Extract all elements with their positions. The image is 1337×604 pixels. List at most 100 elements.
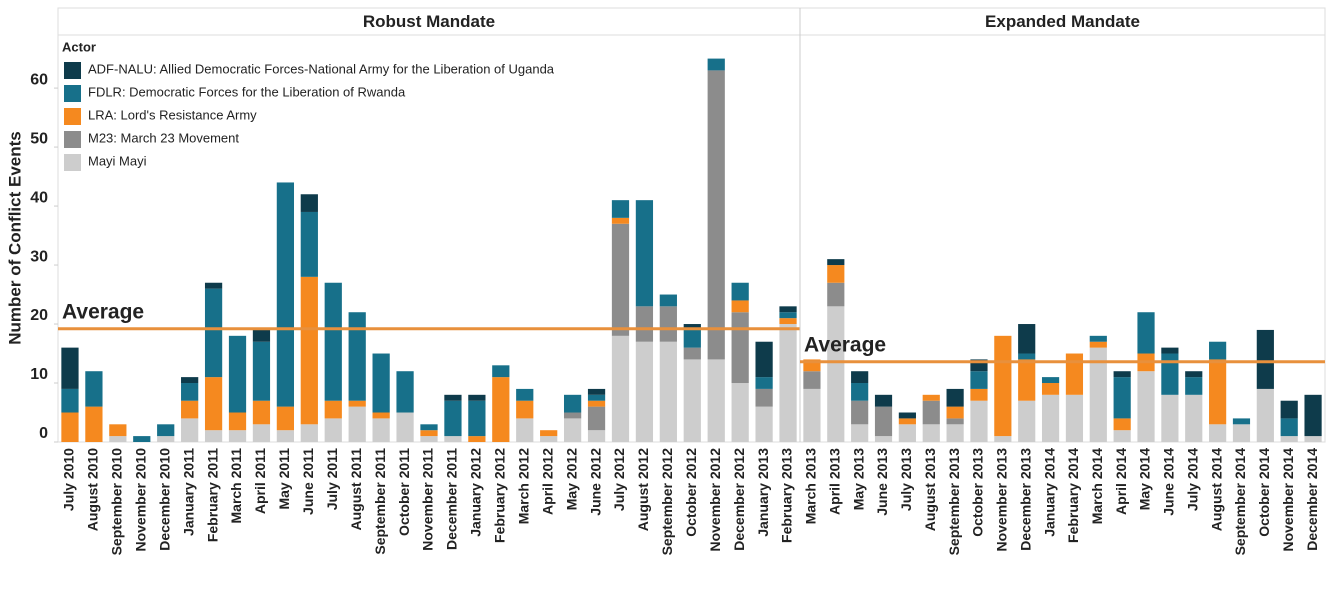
bar-segment (970, 371, 988, 389)
x-tick-label: August 2014 (1208, 448, 1224, 531)
bar-segment (228, 335, 247, 413)
x-tick-label: February 2011 (204, 448, 220, 542)
x-tick-label: October 2014 (1256, 448, 1272, 537)
bar-segment (1280, 436, 1298, 442)
bar-segment (827, 259, 845, 266)
x-tick-label: March 2014 (1089, 448, 1105, 524)
bar-segment (1113, 371, 1131, 378)
x-tick-label: May 2012 (563, 448, 579, 510)
bar-segment (181, 418, 199, 442)
bar-segment (683, 359, 701, 442)
bar-segment (228, 412, 247, 431)
x-tick-label: April 2014 (1113, 448, 1129, 515)
x-tick-label: January 2011 (180, 448, 196, 536)
x-tick-label: July 2010 (61, 448, 77, 511)
bar-segment (1280, 418, 1298, 437)
bar-segment (492, 377, 510, 442)
x-tick-label: November 2011 (420, 448, 436, 551)
x-tick-label: May 2011 (276, 448, 292, 510)
bar-segment (252, 400, 271, 425)
bar-segment (61, 347, 79, 389)
x-tick-label: January 2014 (1041, 448, 1057, 537)
bar-segment (946, 388, 964, 407)
bar-segment (1161, 347, 1179, 354)
bar-segment (372, 412, 390, 419)
x-tick-label: December 2010 (156, 448, 172, 551)
x-tick-label: June 2014 (1161, 448, 1177, 516)
bar-segment (946, 406, 964, 419)
bar-segment (1113, 418, 1131, 431)
bar-segment (587, 400, 606, 407)
bar-segment (731, 383, 749, 442)
x-tick-label: October 2012 (683, 448, 699, 537)
x-tick-label: December 2012 (731, 448, 747, 551)
bar-segment (1185, 377, 1203, 395)
bar-segment (348, 312, 366, 401)
bar-segment (755, 341, 773, 378)
bar-segment (1041, 383, 1060, 395)
bar-segment (181, 400, 199, 419)
x-tick-label: July 2012 (611, 448, 627, 511)
bar-segment (587, 388, 606, 395)
bar-segment (946, 424, 964, 442)
bar-segment (851, 400, 869, 425)
bar-segment (420, 424, 438, 431)
bar-segment (420, 436, 438, 442)
bar-segment (611, 217, 630, 224)
bar-segment (587, 406, 606, 431)
x-tick-label: December 2013 (1017, 448, 1033, 551)
bar-segment (468, 400, 486, 437)
bar-segment (635, 306, 654, 342)
bar-segment (1089, 335, 1107, 342)
legend-swatch (64, 154, 81, 171)
bar-segment (827, 306, 845, 442)
x-tick-label: June 2013 (874, 448, 890, 516)
bar-segment (779, 318, 797, 325)
bar-segment (1256, 329, 1274, 389)
average-label: Average (62, 300, 144, 323)
bar-segment (922, 424, 940, 442)
bar-segment (516, 400, 534, 419)
bar-segment (1018, 400, 1036, 442)
bar-segment (157, 436, 175, 442)
x-tick-label: February 2013 (779, 448, 795, 543)
average-label: Average (804, 333, 886, 356)
bar-segment (683, 347, 701, 360)
x-tick-label: April 2013 (826, 448, 842, 515)
legend-label: LRA: Lord's Resistance Army (88, 107, 257, 122)
y-tick-label: 30 (30, 248, 48, 265)
bar-segment (61, 412, 79, 442)
bar-segment (1304, 394, 1322, 437)
x-tick-label: December 2014 (1304, 448, 1320, 551)
x-tick-label: July 2014 (1184, 448, 1200, 511)
bar-segment (994, 436, 1012, 442)
bar-segment (611, 335, 630, 442)
x-tick-label: March 2013 (803, 448, 819, 524)
x-tick-label: May 2013 (850, 448, 866, 510)
bar-segment (228, 430, 247, 442)
bar-segment (396, 412, 414, 442)
bar-segment (1161, 394, 1179, 442)
bar-segment (1018, 359, 1036, 401)
bar-segment (300, 211, 318, 277)
bar-segment (61, 388, 79, 413)
bar-segment (492, 365, 510, 378)
x-tick-label: April 2012 (539, 448, 555, 515)
bar-segment (324, 282, 342, 401)
bar-segment (372, 418, 390, 442)
x-tick-label: February 2014 (1065, 448, 1081, 543)
bar-segment (109, 436, 127, 442)
legend-label: M23: March 23 Movement (88, 130, 239, 145)
bar-segment (348, 406, 366, 442)
bar-segment (922, 400, 940, 425)
bar-segment (348, 400, 366, 407)
y-tick-label: 40 (30, 189, 48, 206)
x-tick-label: August 2011 (348, 448, 364, 531)
x-tick-label: November 2010 (132, 448, 148, 552)
bar-segment (970, 388, 988, 401)
bar-segment (994, 335, 1012, 437)
bar-segment (731, 312, 749, 384)
bar-segment (803, 359, 821, 372)
bar-segment (611, 200, 630, 218)
legend-label: Mayi Mayi (88, 153, 147, 168)
